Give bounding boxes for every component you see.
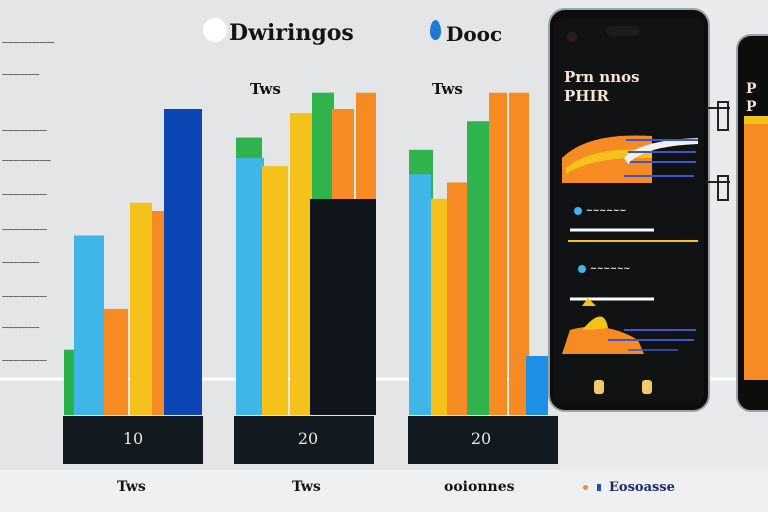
bar: [236, 157, 264, 415]
group-base-1: [63, 416, 203, 464]
bar: [152, 211, 166, 415]
phone-mockup-2: P P: [736, 34, 768, 412]
bar: [310, 199, 376, 415]
group-base-value-2: 20: [297, 429, 319, 448]
phone-title-line-2: PHIR: [564, 87, 609, 105]
phone2-title-line-2: P: [746, 99, 757, 115]
gridline-label: ~~~~~~~~~~: [2, 325, 40, 331]
group-base-2: [234, 416, 374, 464]
connector: [706, 101, 730, 201]
bar: [509, 92, 529, 416]
bar: [447, 182, 467, 415]
group-base-value-3: 20: [470, 429, 492, 448]
phone2-title-line-1: P: [746, 81, 757, 97]
header-title-left: Dwiringos: [229, 20, 354, 46]
notch: [606, 26, 640, 36]
group-bottom-label-3: ooionnes: [444, 479, 515, 495]
phone-row-label-2: ~~~~~~: [590, 264, 631, 273]
gridline-label: ~~~~~~~~~~~~: [2, 227, 47, 233]
bar: [526, 356, 548, 415]
gridline-label: ~~~~~~~~~~~~~~: [2, 40, 55, 46]
gridline-label: ~~~~~~~~~~: [2, 260, 40, 266]
camera-icon: [567, 32, 577, 42]
header-title-right: Dooc: [446, 22, 503, 46]
phone-mockup: Prn nnos PHIR ~~~~~~ ~~~~~~: [548, 8, 710, 412]
group-base-3: [408, 416, 558, 464]
phone-title-line-1: Prn nnos: [564, 68, 640, 86]
circle-icon: [203, 18, 227, 42]
bar: [74, 235, 104, 415]
dot-icon: [597, 484, 601, 491]
bar: [262, 166, 288, 415]
bar: [489, 92, 507, 416]
gridline-label: ~~~~~~~~~~~~~: [2, 158, 51, 164]
group-base-value-1: 10: [122, 429, 144, 448]
legend-label: Eosoasse: [609, 480, 675, 495]
bar: [164, 109, 202, 415]
phone-row-label-1: ~~~~~~: [586, 206, 627, 215]
bar: [431, 198, 447, 415]
gridline-label: ~~~~~~~~~~~~: [2, 358, 47, 364]
group-bottom-label-2: Tws: [292, 479, 321, 495]
bar: [104, 308, 128, 415]
drop-icon: [430, 20, 441, 40]
gridline-label: ~~~~~~~~~~~~: [2, 294, 47, 300]
bar: [130, 202, 152, 415]
gridline-label: ~~~~~~~~~~~~: [2, 192, 47, 198]
dot-icon: [583, 485, 588, 490]
bar: [467, 121, 489, 416]
gridline-label: ~~~~~~~~~~~~: [2, 128, 47, 134]
group-bottom-label-1: Tws: [117, 479, 146, 495]
group-top-label-3: Tws: [432, 80, 463, 98]
bar: [409, 174, 431, 415]
group-top-label-2: Tws: [250, 80, 281, 98]
gridline-label: ~~~~~~~~~~: [2, 72, 40, 78]
